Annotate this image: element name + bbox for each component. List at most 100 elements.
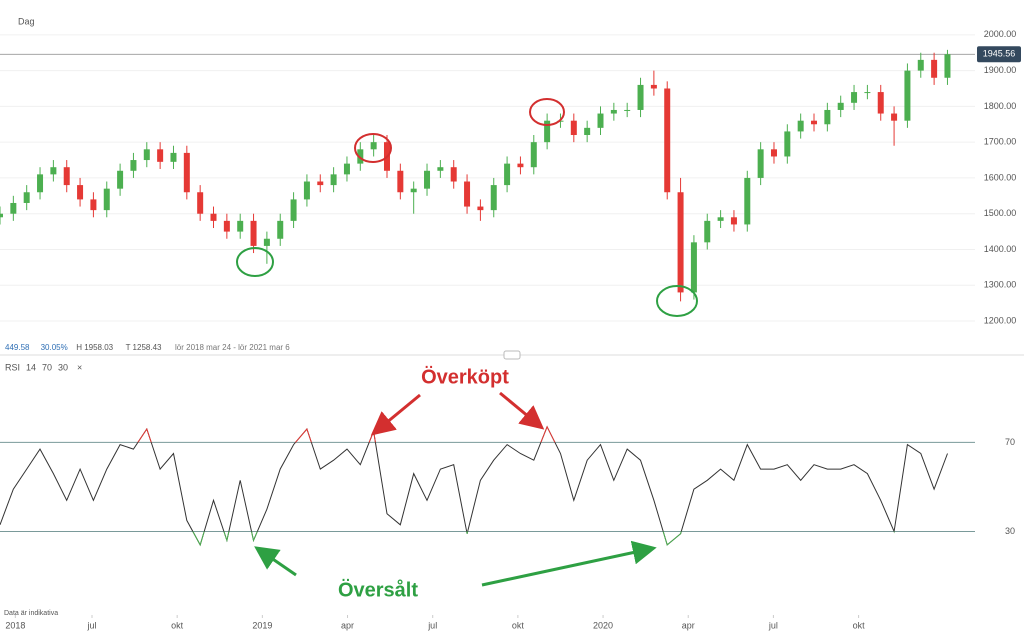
candle-body	[210, 213, 217, 221]
candle-body	[797, 120, 804, 132]
candle-body	[717, 217, 724, 221]
rsi-title: RSI 14 70 30	[5, 362, 68, 372]
x-tick-label: 2018	[5, 620, 25, 630]
candle-body	[397, 170, 404, 193]
rsi-line	[0, 425, 948, 547]
candle-body	[464, 181, 471, 207]
candle-body	[237, 220, 244, 232]
circle-low	[656, 285, 698, 317]
candle-body	[730, 217, 737, 225]
candle-body	[23, 192, 30, 203]
candle-body	[330, 174, 337, 186]
price-tag	[977, 46, 1021, 63]
info-bar: 449.58 30.05% H 1958.03 T 1258.43 lör 2018 m…	[5, 343, 290, 352]
candle-body	[891, 113, 898, 121]
circle-high	[529, 98, 565, 126]
candle-body	[517, 163, 524, 168]
info-item: 30.05%	[41, 343, 68, 352]
candle-body	[704, 220, 711, 243]
candle-body	[410, 188, 417, 193]
info-item: 449.58	[5, 343, 30, 352]
candle-body	[90, 199, 97, 211]
info-item: H 1958.03	[76, 343, 113, 352]
candle-body	[477, 206, 484, 211]
candle-body	[10, 202, 17, 214]
y-tick-label: 1900.00	[984, 65, 1017, 75]
candle-body	[130, 160, 137, 171]
candle-body	[544, 120, 551, 143]
y-tick-label: 1600.00	[984, 172, 1017, 182]
candle-body	[303, 181, 310, 200]
panel-handle[interactable]	[503, 350, 521, 360]
candle-body	[610, 109, 617, 114]
candle-body	[143, 149, 150, 161]
footnote: Data är indikativa	[4, 610, 58, 617]
y-tick-label: 1400.00	[984, 244, 1017, 254]
candle-body	[223, 220, 230, 232]
candle-body	[197, 192, 204, 214]
candle-body	[277, 220, 284, 239]
candle-body	[597, 113, 604, 128]
x-tick-label: jul	[86, 620, 96, 630]
candle-body	[650, 84, 657, 89]
candle-body	[917, 59, 924, 71]
candle-body	[290, 199, 297, 221]
candle-body	[784, 131, 791, 157]
candle-body	[0, 213, 3, 218]
candle-body	[770, 149, 777, 157]
candle-body	[117, 170, 124, 189]
candle-body	[77, 185, 84, 200]
candle-body	[250, 220, 257, 246]
candle-body	[263, 238, 270, 246]
arrow	[499, 391, 545, 430]
rsi-title-item: 14	[26, 362, 36, 372]
y-tick-label: 1300.00	[984, 280, 1017, 290]
x-tick-label: okt	[512, 620, 525, 630]
rsi-title-item: 30	[58, 362, 68, 372]
candle-body	[851, 92, 858, 103]
y-tick-label: 1200.00	[984, 315, 1017, 325]
candle-body	[357, 149, 364, 164]
arrow	[254, 546, 297, 577]
y-tick-label: 1800.00	[984, 101, 1017, 111]
candle-body	[690, 242, 697, 293]
candle-body	[864, 92, 871, 94]
arrow	[481, 540, 657, 587]
price-tag-label: 1945.56	[983, 49, 1016, 59]
candle-body	[424, 170, 431, 189]
candle-body	[757, 149, 764, 178]
candle-body	[944, 54, 951, 78]
candle-body	[183, 152, 190, 193]
x-tick-label: 2019	[252, 620, 272, 630]
candle-body	[637, 84, 644, 110]
candle-body	[450, 167, 457, 182]
candle-body	[50, 167, 57, 175]
candle-body	[63, 167, 70, 186]
y-tick-label: 30	[1005, 526, 1015, 536]
candle-body	[664, 88, 671, 193]
candle-body	[370, 142, 377, 150]
x-tick-label: okt	[171, 620, 184, 630]
candle-body	[624, 109, 631, 111]
candle-body	[317, 181, 324, 186]
annotation-overbought: Överköpt	[421, 365, 509, 388]
candle-body	[530, 142, 537, 168]
annotation-oversold: Översålt	[338, 578, 418, 601]
candle-body	[877, 92, 884, 114]
candle-body	[584, 127, 591, 136]
y-tick-label: 70	[1005, 437, 1015, 447]
circle-high	[354, 133, 392, 163]
candle-body	[904, 70, 911, 121]
interval-label: Dag	[18, 16, 35, 26]
candle-body	[103, 188, 110, 211]
rsi-close[interactable]: ×	[77, 362, 82, 372]
x-tick-label: jul	[427, 620, 437, 630]
y-tick-label: 1700.00	[984, 137, 1017, 147]
candle-body	[343, 163, 350, 175]
candle-body	[570, 120, 577, 136]
candle-body	[37, 174, 44, 193]
candle-body	[437, 167, 444, 171]
info-item: lör 2018 mar 24 - lör 2021 mar 6	[175, 343, 290, 352]
y-tick-label: 2000.00	[984, 29, 1017, 39]
